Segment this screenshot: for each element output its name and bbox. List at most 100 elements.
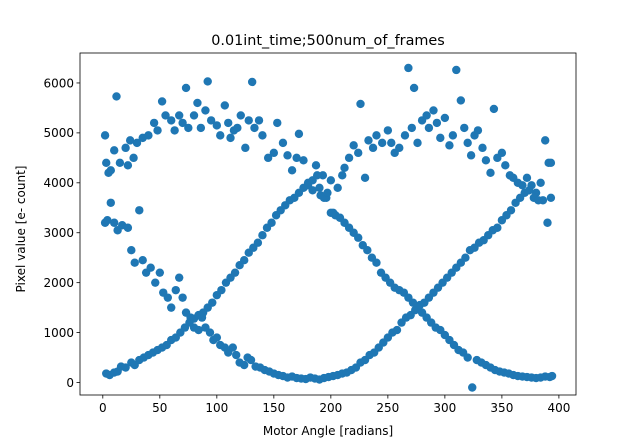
data-point: [212, 333, 222, 342]
data-point: [518, 181, 527, 190]
data-point: [153, 126, 162, 135]
y-axis-label: Pixel value [e- count]: [14, 166, 28, 293]
y-axis-ticks: 0 1000 2000 3000 4000 5000 6000: [43, 76, 80, 390]
data-point: [244, 116, 253, 125]
data-point: [123, 161, 133, 170]
data-point: [356, 99, 365, 109]
data-point: [349, 141, 358, 150]
data-point: [110, 218, 119, 227]
data-point: [212, 121, 222, 130]
data-point: [445, 141, 454, 150]
data-point: [239, 256, 249, 265]
data-point: [463, 138, 472, 148]
data-point: [121, 143, 130, 153]
data-point: [468, 383, 477, 392]
data-point: [155, 268, 165, 277]
data-point: [481, 156, 491, 165]
data-point: [413, 138, 422, 148]
data-point: [326, 176, 336, 185]
data-point: [363, 246, 372, 255]
data-point: [273, 118, 282, 128]
data-point: [422, 111, 431, 120]
data-point: [400, 131, 410, 140]
data-point: [506, 206, 516, 215]
data-point: [372, 258, 381, 267]
data-point: [163, 293, 172, 302]
data-point: [175, 273, 184, 282]
data-point: [233, 123, 242, 133]
data-point: [333, 183, 342, 192]
x-axis-label: Motor Angle [radians]: [263, 424, 393, 438]
data-point: [372, 131, 381, 140]
data-point: [478, 143, 487, 153]
data-point: [178, 118, 187, 128]
x-axis-ticks: 0 50 100 150 200 250 300 350 400: [99, 395, 570, 415]
data-point: [171, 285, 180, 295]
y-tick-label: 1000: [43, 326, 74, 340]
data-point: [354, 148, 363, 158]
data-point: [486, 168, 495, 178]
data-point: [344, 153, 354, 163]
data-point: [501, 161, 510, 170]
data-point: [130, 258, 139, 267]
data-point: [250, 123, 259, 133]
data-point: [522, 173, 532, 183]
data-point: [205, 328, 215, 337]
data-point: [127, 246, 136, 255]
data-point: [461, 253, 470, 262]
data-point: [228, 343, 237, 352]
data-point: [193, 98, 202, 108]
data-point: [151, 278, 160, 287]
data-point: [292, 153, 301, 163]
data-point: [340, 163, 349, 173]
data-point: [448, 131, 458, 140]
data-point: [144, 131, 153, 140]
data-point: [299, 156, 308, 165]
x-tick-label: 400: [547, 401, 570, 415]
data-point: [323, 188, 332, 197]
data-point: [283, 151, 292, 160]
x-tick-label: 250: [376, 401, 399, 415]
data-point: [146, 263, 155, 272]
data-point: [201, 106, 210, 115]
data-point: [287, 166, 297, 175]
data-point: [315, 183, 324, 192]
data-point: [429, 106, 438, 115]
data-point: [194, 325, 203, 335]
data-point: [392, 325, 402, 335]
data-point: [547, 371, 557, 381]
data-point: [263, 153, 273, 163]
data-point: [452, 65, 461, 75]
data-point: [267, 218, 276, 227]
data-point: [239, 360, 249, 370]
data-point: [269, 148, 279, 158]
data-point: [493, 223, 502, 232]
data-point: [466, 151, 476, 160]
axes-frame: [79, 52, 577, 396]
data-point: [541, 136, 550, 145]
data-point: [338, 171, 347, 180]
data-point: [161, 111, 170, 120]
data-point: [110, 146, 119, 155]
data-point: [311, 161, 321, 170]
x-tick-label: 0: [99, 401, 107, 415]
data-point: [407, 123, 417, 133]
y-tick-label: 4000: [43, 176, 74, 190]
data-point: [102, 158, 111, 168]
data-point: [112, 92, 121, 101]
data-point: [387, 138, 396, 148]
x-tick-label: 300: [433, 401, 456, 415]
data-point: [409, 83, 419, 93]
y-tick-label: 2000: [43, 276, 74, 290]
data-point: [383, 126, 393, 135]
data-point: [546, 193, 556, 202]
x-tick-label: 100: [205, 401, 228, 415]
data-point: [241, 143, 250, 153]
data-point: [170, 126, 179, 135]
data-point: [424, 123, 434, 133]
data-point: [258, 131, 267, 140]
data-point: [312, 171, 322, 180]
data-point: [129, 153, 138, 163]
data-point: [106, 166, 115, 175]
plot-area: [100, 63, 557, 392]
